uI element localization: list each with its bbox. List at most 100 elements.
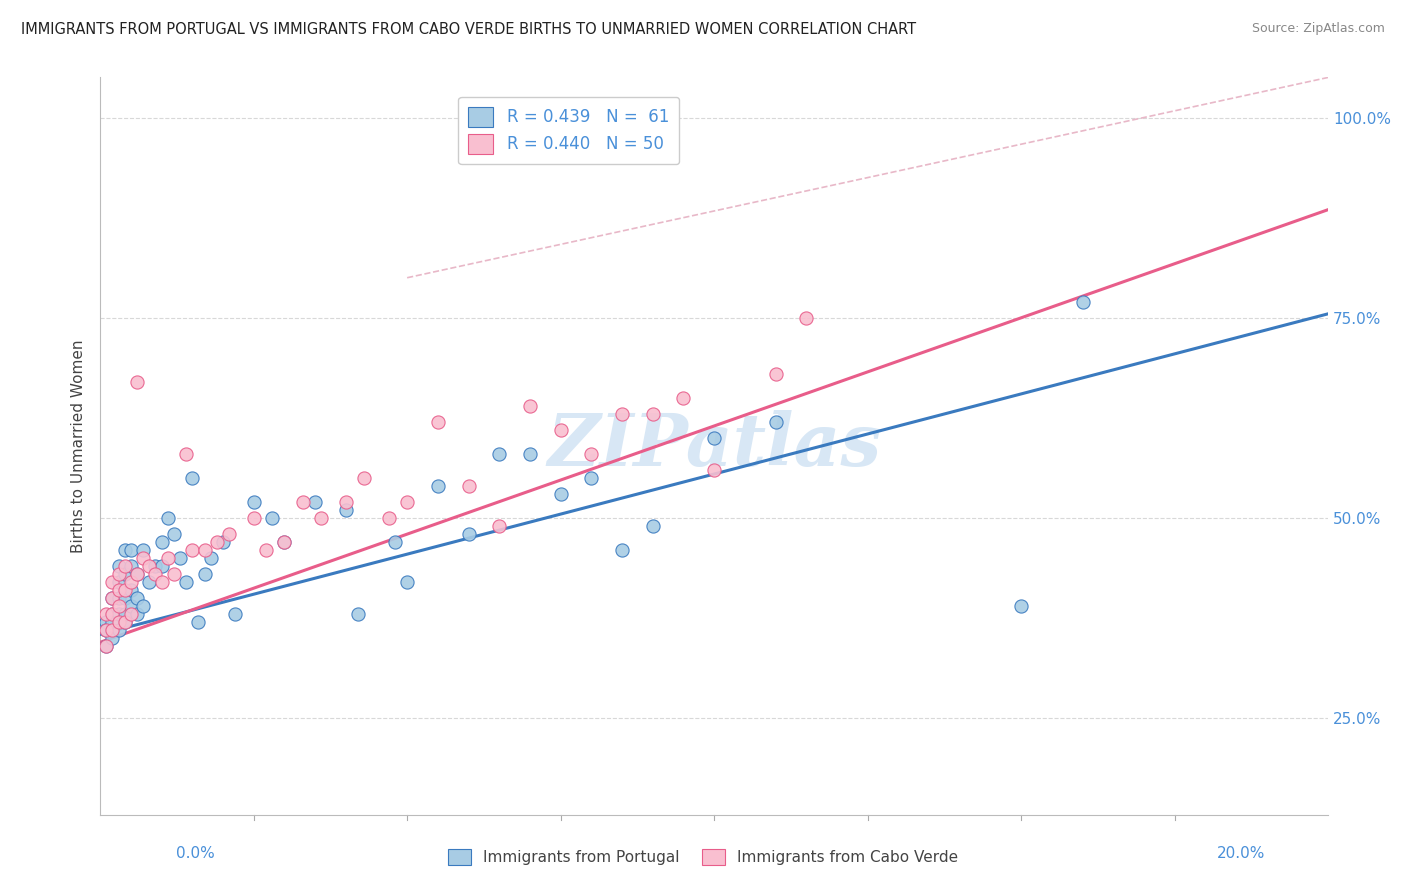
Point (242, 495, 264, 509)
Point (519, 447, 541, 461)
Point (163, 567, 186, 582)
Point (1010, 599, 1032, 614)
Point (101, 632, 124, 646)
Point (96, 640, 118, 654)
Point (114, 567, 136, 582)
Point (101, 624, 124, 638)
Point (96, 624, 118, 638)
Point (224, 607, 246, 622)
Point (794, 310, 817, 325)
Point (396, 575, 419, 590)
Point (145, 559, 167, 574)
Point (107, 624, 129, 638)
Point (488, 447, 510, 461)
Point (242, 511, 264, 525)
Point (125, 607, 148, 622)
Point (107, 559, 129, 574)
Point (120, 583, 142, 598)
Point (120, 575, 142, 590)
Point (114, 559, 136, 574)
Point (101, 575, 124, 590)
Point (114, 583, 136, 598)
Point (581, 447, 603, 461)
Point (138, 559, 160, 574)
Point (641, 519, 664, 533)
Y-axis label: Births to Unmarried Women: Births to Unmarried Women (72, 339, 86, 553)
Point (120, 559, 142, 574)
Point (353, 471, 375, 485)
Point (581, 471, 603, 485)
Point (107, 599, 129, 614)
Point (107, 607, 129, 622)
Point (273, 535, 295, 549)
Point (150, 575, 173, 590)
Point (254, 543, 277, 558)
Point (101, 615, 124, 630)
Point (519, 399, 541, 413)
Point (672, 391, 695, 405)
Point (335, 503, 357, 517)
Legend: R = 0.439   N =  61, R = 0.440   N = 50: R = 0.439 N = 61, R = 0.440 N = 50 (458, 97, 679, 164)
Point (260, 511, 283, 525)
Point (169, 551, 191, 566)
Point (132, 543, 155, 558)
Point (426, 415, 449, 429)
Point (384, 535, 406, 549)
Point (150, 559, 173, 574)
Point (114, 607, 136, 622)
Point (107, 575, 129, 590)
Point (101, 624, 124, 638)
Point (120, 599, 142, 614)
Point (205, 535, 228, 549)
Point (96, 624, 118, 638)
Point (765, 415, 787, 429)
Point (174, 447, 197, 461)
Point (125, 567, 148, 582)
Point (96, 607, 118, 622)
Point (156, 551, 179, 566)
Point (396, 495, 419, 509)
Point (273, 535, 295, 549)
Point (218, 527, 240, 541)
Point (174, 575, 197, 590)
Point (304, 495, 326, 509)
Point (114, 591, 136, 606)
Point (132, 599, 155, 614)
Point (120, 543, 142, 558)
Point (120, 607, 142, 622)
Point (703, 463, 725, 477)
Point (114, 615, 136, 630)
Point (181, 471, 204, 485)
Point (181, 543, 204, 558)
Point (101, 591, 124, 606)
Point (193, 567, 215, 582)
Legend: Immigrants from Portugal, Immigrants from Cabo Verde: Immigrants from Portugal, Immigrants fro… (441, 843, 965, 871)
Point (457, 527, 479, 541)
Point (610, 543, 633, 558)
Text: 20.0%: 20.0% (1218, 846, 1265, 861)
Point (163, 527, 186, 541)
Point (101, 607, 124, 622)
Point (125, 591, 148, 606)
Point (101, 607, 124, 622)
Point (765, 367, 787, 381)
Text: 0.0%: 0.0% (176, 846, 215, 861)
Text: Source: ZipAtlas.com: Source: ZipAtlas.com (1251, 22, 1385, 36)
Point (114, 543, 136, 558)
Text: ZIPatlas: ZIPatlas (547, 410, 882, 482)
Point (347, 607, 370, 622)
Point (96, 615, 118, 630)
Point (187, 615, 209, 630)
Point (132, 551, 155, 566)
Point (309, 511, 332, 525)
Point (335, 495, 357, 509)
Point (212, 535, 235, 549)
Point (114, 615, 136, 630)
Point (550, 423, 572, 437)
Point (107, 615, 129, 630)
Point (291, 495, 314, 509)
Point (457, 479, 479, 493)
Point (107, 591, 129, 606)
Point (610, 407, 633, 421)
Point (703, 431, 725, 445)
